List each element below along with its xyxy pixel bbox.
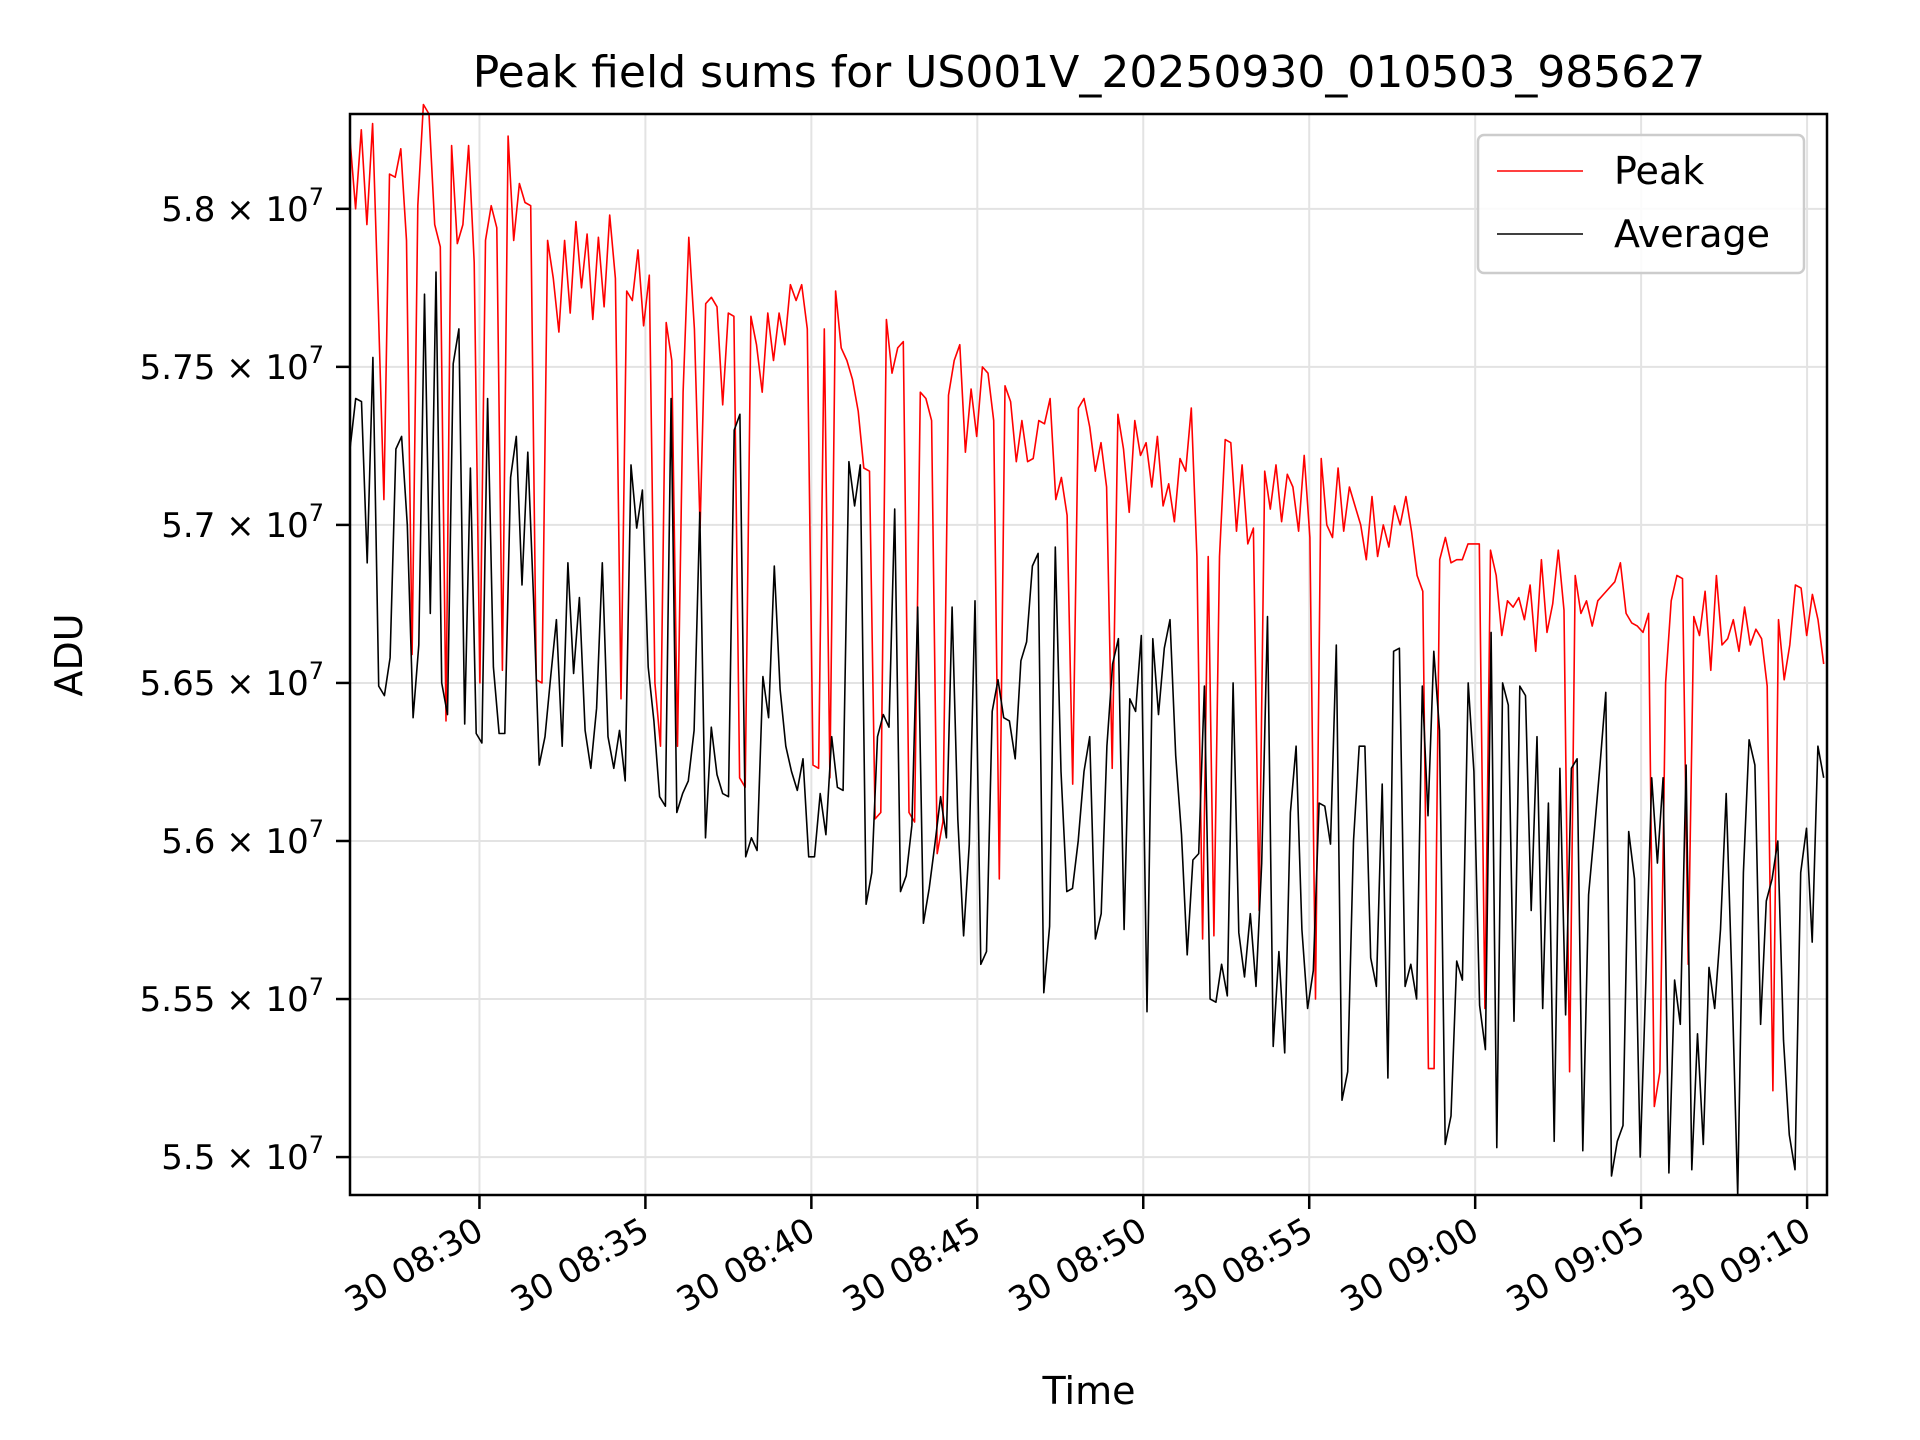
legend: Peak Average — [1476, 133, 1806, 275]
y-axis: 5.5 × 107 5.55 × 107 5.6 × 107 5.65 × 107 5.… — [140, 183, 350, 1178]
series-layer — [349, 103, 1825, 1196]
y-tick-label: 5.75 × 107 — [140, 341, 324, 388]
legend-label-average: Average — [1614, 212, 1770, 256]
y-axis-label: ADU — [47, 613, 91, 696]
x-axis-label: Time — [1042, 1369, 1136, 1413]
chart-title: Peak field sums for US001V_20250930_0105… — [473, 47, 1706, 98]
legend-box — [1476, 133, 1806, 275]
y-tick-label: 5.6 × 107 — [161, 815, 324, 862]
y-tick-label: 5.65 × 107 — [140, 657, 324, 704]
y-tick-label: 5.55 × 107 — [140, 973, 324, 1020]
plot-frame — [348, 112, 1829, 1197]
series-line-average — [349, 271, 1825, 1196]
y-tick-label: 5.5 × 107 — [161, 1131, 324, 1178]
legend-label-peak: Peak — [1614, 149, 1704, 193]
y-tick-label: 5.7 × 107 — [161, 499, 324, 546]
y-tick-label: 5.8 × 107 — [161, 183, 324, 230]
series-line-peak — [349, 103, 1825, 1108]
